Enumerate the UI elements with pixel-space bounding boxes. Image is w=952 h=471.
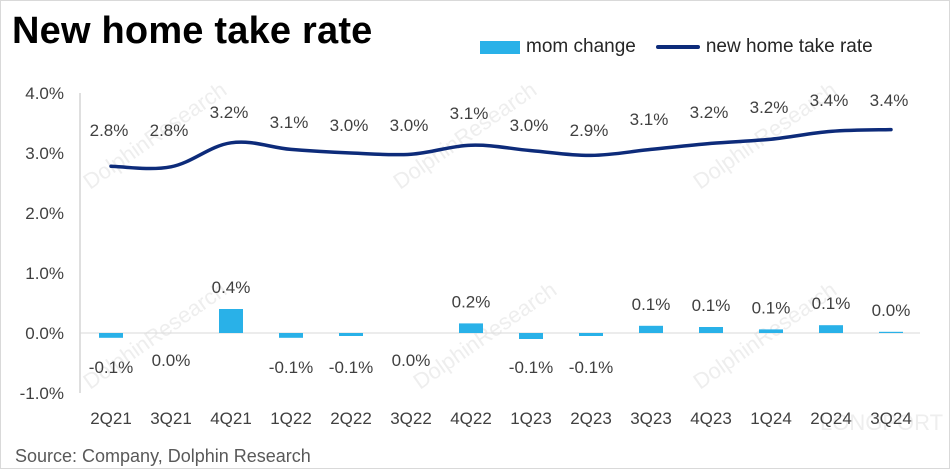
mom-change-bar (459, 323, 483, 333)
y-tick-label: 2.0% (25, 204, 64, 223)
take-rate-label: 3.2% (690, 103, 729, 122)
mom-change-label: 0.1% (812, 294, 851, 313)
x-tick-label: 3Q24 (870, 409, 912, 428)
take-rate-label: 3.4% (870, 91, 909, 110)
take-rate-label: 3.4% (810, 91, 849, 110)
mom-change-bar (819, 325, 843, 333)
x-tick-label: 1Q24 (750, 409, 792, 428)
legend: mom change new home take rate (480, 36, 873, 58)
mom-change-label: 0.0% (872, 301, 911, 320)
x-tick-label: 3Q21 (150, 409, 192, 428)
mom-change-bar (699, 327, 723, 333)
watermark-longport: LONGPORT (820, 410, 943, 435)
mom-change-bar (99, 333, 123, 338)
mom-change-label: -0.1% (269, 358, 313, 377)
mom-change-label: 0.1% (752, 298, 791, 317)
x-tick-label: 4Q21 (210, 409, 252, 428)
x-tick-label: 2Q24 (810, 409, 852, 428)
legend-item-mom-change: mom change (480, 36, 636, 58)
source-note: Source: Company, Dolphin Research (15, 446, 311, 466)
x-tick-label: 2Q23 (570, 409, 612, 428)
mom-change-bar (339, 333, 363, 336)
take-rate-label: 3.2% (750, 98, 789, 117)
mom-change-label: -0.1% (569, 358, 613, 377)
y-tick-label: 4.0% (25, 84, 64, 103)
take-rate-label: 3.0% (390, 116, 429, 135)
legend-label-take-rate: new home take rate (705, 36, 873, 57)
mom-change-bar (759, 329, 783, 333)
take-rate-label: 3.1% (270, 113, 309, 132)
mom-change-bar (279, 333, 303, 338)
x-tick-label: 2Q22 (330, 409, 372, 428)
take-rate-line (109, 127, 893, 171)
take-rate-label: 3.1% (450, 104, 489, 123)
mom-change-label: 0.0% (392, 351, 431, 370)
y-tick-label: 3.0% (25, 144, 64, 163)
mom-change-bar (219, 309, 243, 333)
y-tick-label: 1.0% (25, 264, 64, 283)
y-tick-label: -1.0% (20, 384, 64, 403)
mom-change-label: -0.1% (329, 358, 373, 377)
x-tick-label: 3Q22 (390, 409, 432, 428)
take-rate-label: 3.2% (210, 103, 249, 122)
x-tick-label: 1Q22 (270, 409, 312, 428)
mom-change-label: 0.1% (692, 296, 731, 315)
take-rate-label: 2.8% (90, 121, 129, 140)
mom-change-label: 0.0% (152, 351, 191, 370)
legend-swatch-bar (480, 40, 520, 54)
legend-swatch-line (655, 45, 700, 49)
take-rate-label: 3.1% (630, 110, 669, 129)
watermark-text: DolphinResearch (389, 77, 542, 194)
legend-label-mom-change: mom change (526, 36, 636, 57)
x-tick-label: 2Q21 (90, 409, 132, 428)
mom-change-label: 0.2% (452, 292, 491, 311)
take-rate-label: 3.0% (330, 116, 369, 135)
x-tick-label: 1Q23 (510, 409, 552, 428)
x-tick-label: 4Q23 (690, 409, 732, 428)
mom-change-bar (639, 325, 663, 333)
x-tick-label: 3Q23 (630, 409, 672, 428)
mom-change-label: -0.1% (89, 358, 133, 377)
mom-change-bar (879, 331, 903, 333)
take-rate-label: 2.8% (150, 121, 189, 140)
mom-change-bar (579, 333, 603, 336)
take-rate-label: 2.9% (570, 121, 609, 140)
take-rate-label: 3.0% (510, 116, 549, 135)
legend-item-take-rate: new home take rate (646, 36, 873, 58)
mom-change-label: 0.1% (632, 295, 671, 314)
mom-change-label: -0.1% (509, 358, 553, 377)
x-tick-label: 4Q22 (450, 409, 492, 428)
mom-change-label: 0.4% (212, 278, 251, 297)
chart-title: New home take rate (12, 10, 373, 52)
y-tick-label: 0.0% (25, 324, 64, 343)
mom-change-bar (519, 333, 543, 339)
